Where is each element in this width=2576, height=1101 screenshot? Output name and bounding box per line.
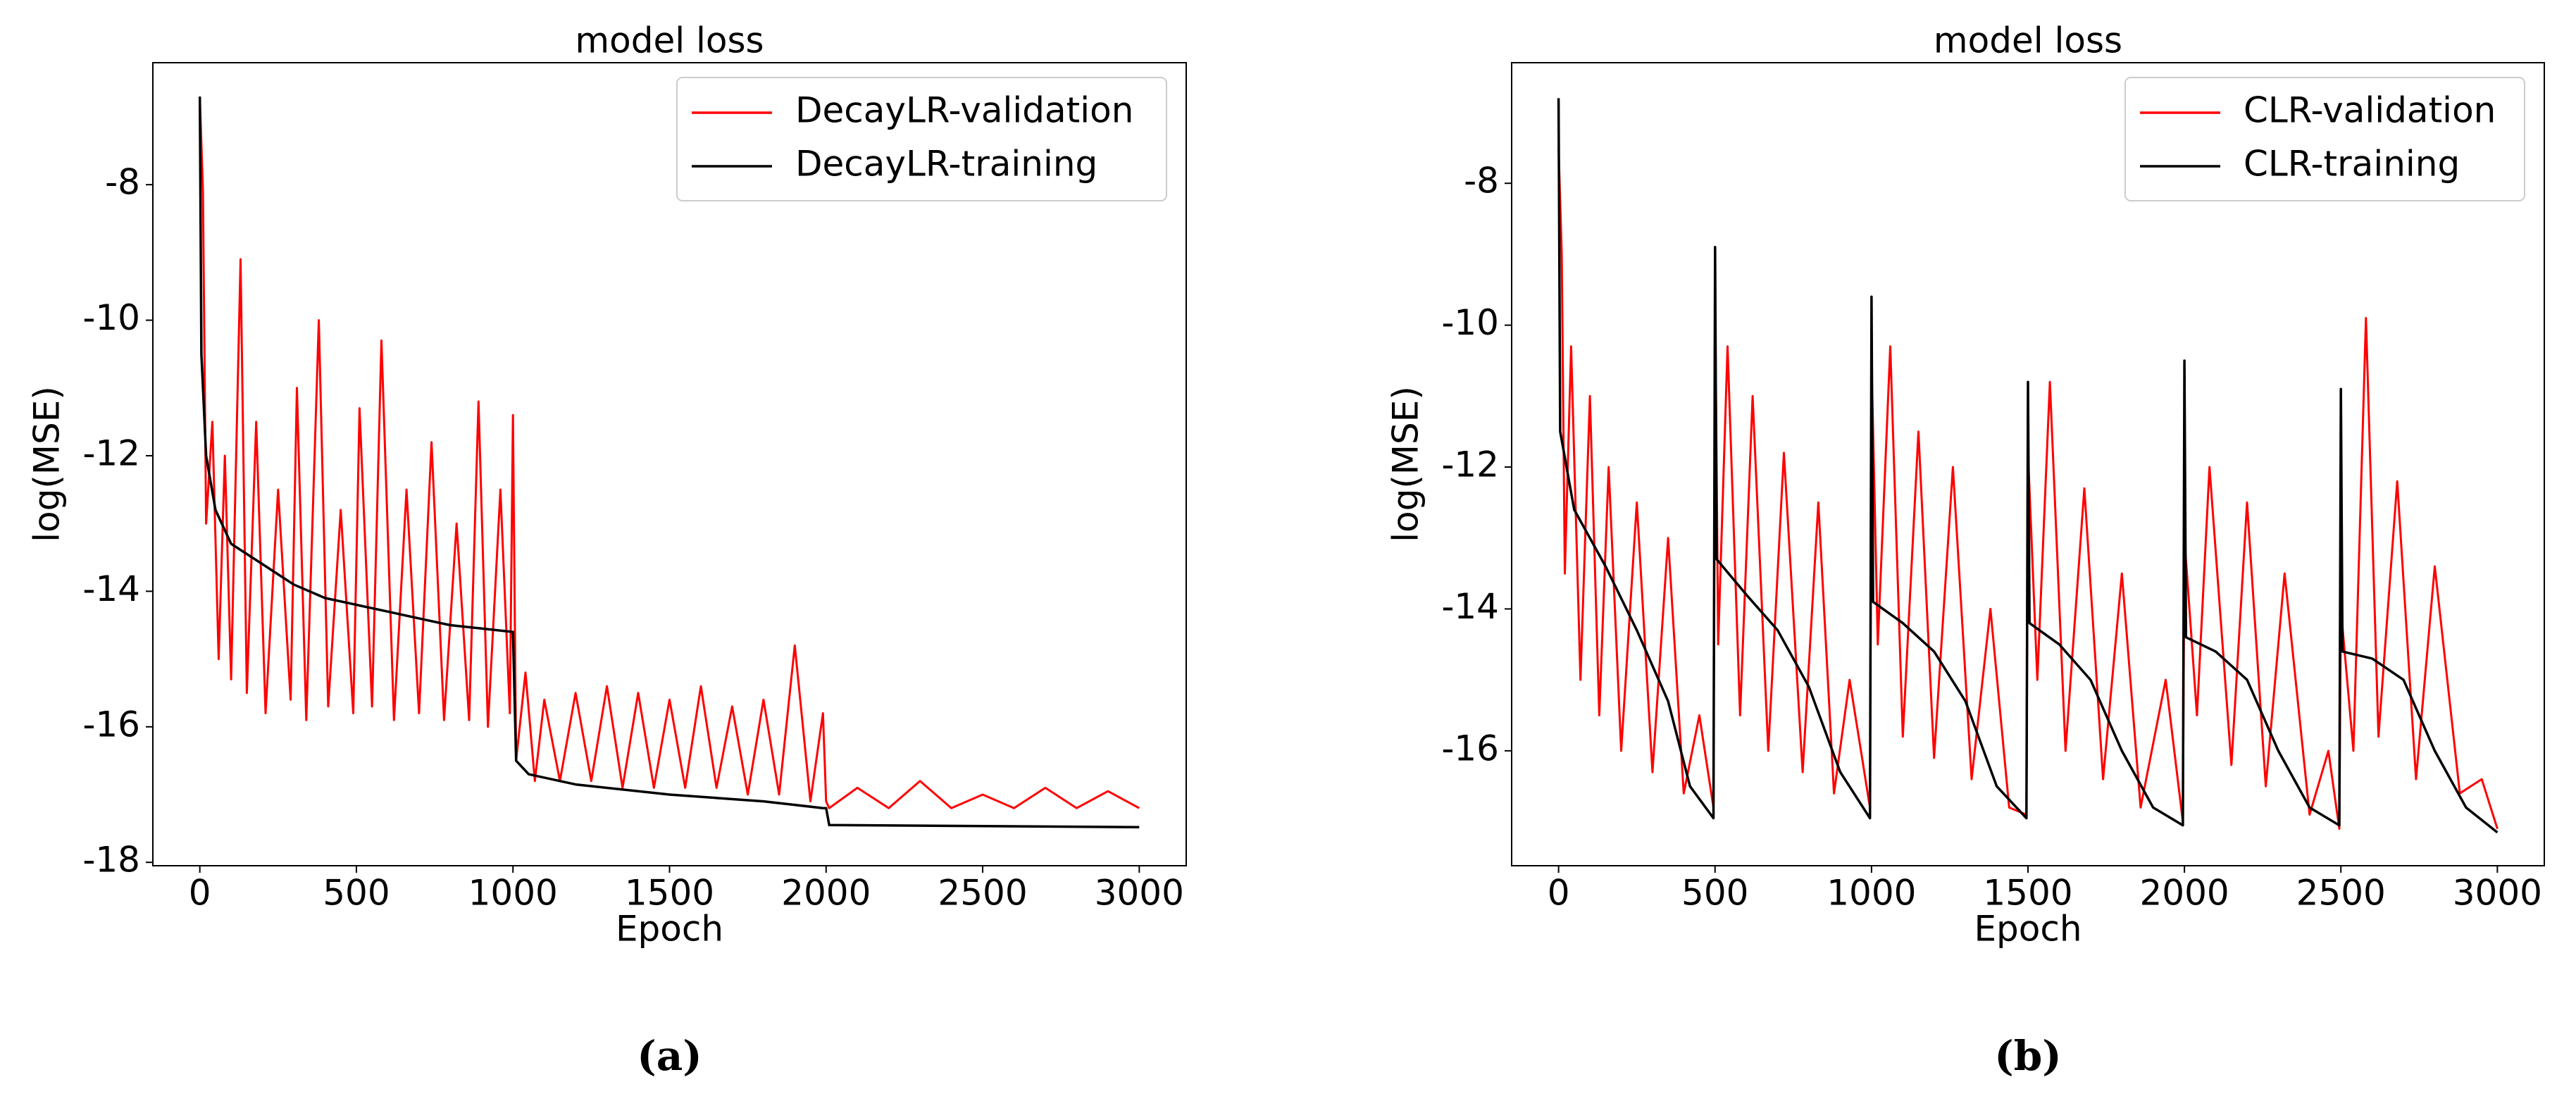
- chart-title: model loss: [1934, 20, 2122, 61]
- x-tick-label: 3000: [2453, 873, 2542, 914]
- legend-label: CLR-validation: [2244, 90, 2496, 131]
- x-tick-label: 1000: [468, 873, 558, 914]
- y-tick-label: -14: [82, 568, 140, 609]
- y-tick-label: -8: [1464, 161, 1499, 201]
- legend-box: [2124, 77, 2525, 201]
- chart-title: model loss: [575, 20, 764, 61]
- x-tick-label: 2500: [938, 873, 1027, 914]
- x-tick-label: 3000: [1095, 873, 1184, 914]
- legend-label: CLR-training: [2244, 144, 2460, 185]
- subfigure-label: (a): [637, 1032, 702, 1080]
- legend-label: DecayLR-training: [795, 144, 1097, 185]
- y-tick-label: -14: [1441, 586, 1499, 627]
- x-tick-label: 2000: [2139, 873, 2229, 914]
- x-axis-label: Epoch: [616, 909, 723, 950]
- x-tick-label: 500: [1681, 873, 1748, 914]
- y-tick-label: -8: [105, 162, 140, 203]
- y-tick-label: -10: [1441, 302, 1499, 343]
- x-tick-label: 0: [189, 873, 211, 914]
- subfigure-label: (b): [1994, 1032, 2061, 1080]
- y-tick-label: -10: [82, 297, 140, 338]
- legend-label: DecayLR-validation: [795, 90, 1133, 131]
- y-tick-label: -12: [82, 433, 140, 473]
- y-axis-label: log(MSE): [27, 386, 68, 542]
- x-tick-label: 1500: [1983, 873, 2072, 914]
- axes-frame: [1511, 62, 2545, 866]
- x-tick-label: 0: [1548, 873, 1570, 914]
- series-line: [1557, 98, 2499, 834]
- series-line: [198, 97, 1140, 828]
- legend-box: [676, 77, 1167, 201]
- series-line: [199, 97, 1140, 809]
- x-tick-label: 1500: [625, 873, 714, 914]
- x-tick-label: 2000: [781, 873, 871, 914]
- y-tick-label: -16: [82, 704, 140, 745]
- x-tick-label: 2500: [2296, 873, 2386, 914]
- y-axis-label: log(MSE): [1386, 386, 1426, 542]
- y-tick-label: -16: [1441, 728, 1499, 769]
- x-tick-label: 500: [323, 873, 390, 914]
- x-tick-label: 1000: [1827, 873, 1916, 914]
- y-tick-label: -12: [1441, 444, 1499, 485]
- axes-frame: [152, 62, 1187, 866]
- y-tick-label: -18: [82, 840, 140, 881]
- series-line: [1557, 147, 2499, 831]
- x-axis-label: Epoch: [1974, 909, 2082, 950]
